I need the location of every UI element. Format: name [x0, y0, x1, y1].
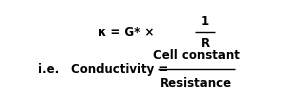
Text: κ = G* ×: κ = G* × [98, 26, 159, 39]
Text: R: R [201, 37, 210, 50]
Text: 1: 1 [201, 15, 209, 28]
Text: Cell constant: Cell constant [153, 49, 240, 62]
Text: i.e.: i.e. [38, 63, 59, 76]
Text: Resistance: Resistance [160, 77, 232, 90]
Text: Conductivity =: Conductivity = [71, 63, 172, 76]
